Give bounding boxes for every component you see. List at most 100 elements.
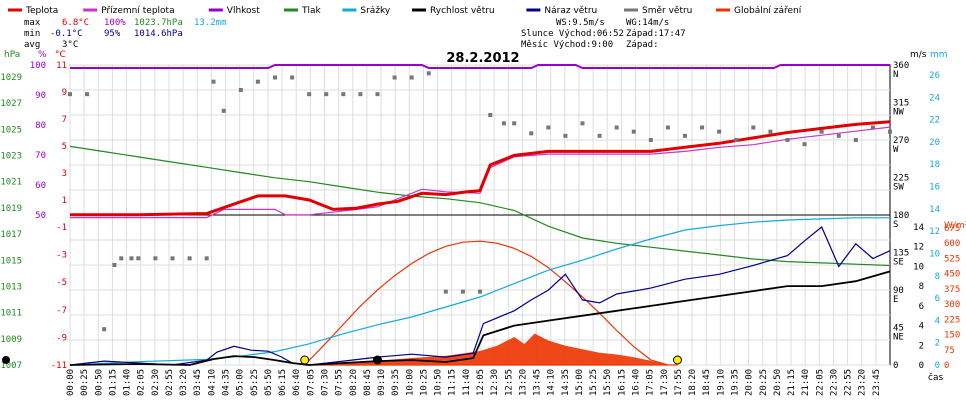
wind-direction-point: [836, 133, 841, 138]
stats-min-press: 1014.6hPa: [134, 29, 183, 39]
wind-direction-point: [85, 92, 90, 97]
legend-label: Srážky: [360, 6, 391, 16]
tick-dir-deg: 0: [893, 361, 898, 371]
tick-temp: -11: [51, 361, 67, 371]
tick-time: 22:30: [829, 369, 839, 396]
tick-pct: 50: [35, 211, 46, 221]
tick-time: 00:25: [80, 369, 90, 396]
tick-time: 02:05: [137, 369, 147, 396]
tick-time: 22:05: [815, 369, 825, 396]
wind-direction-point: [290, 75, 295, 80]
axis-title-ms: m/s: [910, 50, 927, 60]
tick-mm: 4: [935, 316, 940, 326]
legend-label: Tlak: [301, 6, 322, 16]
stats-avg-temp: 3°C: [62, 40, 78, 50]
wind-direction-point: [546, 125, 551, 130]
tick-time: 21:15: [787, 369, 797, 396]
tick-time: 04:35: [222, 369, 232, 396]
tick-wm2: 375: [944, 285, 960, 295]
tick-time: 19:10: [716, 369, 726, 396]
tick-time: 12:05: [476, 369, 486, 396]
tick-temp: -1: [56, 223, 67, 233]
tick-pct: 90: [35, 91, 46, 101]
wind-direction-point: [700, 125, 705, 130]
tick-dir-deg: 270: [893, 136, 909, 146]
stats-sun-set: Západ:17:47: [626, 29, 686, 39]
stats-wg: WG:14m/s: [626, 18, 669, 28]
tick-time: 02:55: [165, 369, 175, 396]
stats-min-temp: -0.1°C: [50, 29, 83, 39]
tick-pct: 80: [35, 121, 46, 131]
tick-ms: 12: [913, 243, 924, 253]
stats-max-press: 1023.7hPa: [134, 18, 183, 28]
tick-temp: 7: [62, 115, 67, 125]
series-pressure: [69, 145, 891, 267]
tick-time: 01:40: [123, 369, 133, 396]
tick-temp: -9: [56, 333, 67, 343]
tick-mm: 16: [929, 183, 940, 193]
tick-time: 22:55: [844, 369, 854, 396]
tick-time: 09:10: [377, 369, 387, 396]
tick-time: 18:20: [688, 369, 698, 396]
tick-ms: 14: [913, 223, 924, 233]
legend-label: Rychlost větru: [430, 6, 495, 16]
wind-direction-point: [358, 92, 363, 97]
legend-label: Přízemní teplota: [101, 6, 174, 16]
wind-direction-point: [136, 256, 141, 261]
wind-direction-point: [375, 92, 380, 97]
sunset-marker: [672, 355, 682, 365]
stats-ws: WS:9.5m/s: [556, 18, 605, 28]
wind-direction-point: [819, 129, 824, 134]
wind-direction-point: [170, 256, 175, 261]
tick-hpa: 1013: [0, 282, 22, 292]
tick-time: 17:05: [646, 369, 656, 396]
radiation-area: [316, 333, 668, 365]
wind-direction-point: [238, 88, 243, 92]
axis-title-wm2: W/m²: [944, 221, 966, 231]
stats-avg-label: avg: [24, 40, 40, 50]
wind-direction-point: [597, 133, 602, 138]
tick-time: 01:15: [108, 369, 118, 396]
tick-hpa: 1009: [0, 335, 22, 345]
tick-time: 05:50: [264, 369, 274, 396]
tick-time: 20:50: [773, 369, 783, 396]
series-wind_gust: [69, 226, 891, 366]
tick-time: 08:45: [363, 369, 373, 396]
stats-max-hum: 100%: [104, 18, 126, 28]
tick-time: 11:15: [448, 369, 458, 396]
wind-direction-point: [204, 256, 209, 261]
tick-wm2: 0: [944, 361, 949, 371]
tick-time: 06:15: [278, 369, 288, 396]
tick-time: 21:40: [801, 369, 811, 396]
tick-dir-name: SW: [893, 183, 904, 193]
tick-temp: 5: [62, 142, 67, 152]
stats-min-label: min: [24, 29, 40, 39]
tick-ms: 6: [919, 302, 924, 312]
wind-direction-point: [341, 92, 346, 97]
wind-direction-point: [751, 125, 756, 130]
tick-dir-deg: 225: [893, 174, 909, 184]
wind-direction-point: [717, 129, 722, 134]
tick-mm: 26: [929, 71, 940, 81]
tick-pct: 100: [30, 61, 46, 71]
tick-time: 13:20: [518, 369, 528, 396]
tick-time: 17:30: [660, 369, 670, 396]
wind-direction-point: [802, 142, 807, 147]
tick-time: 20:25: [759, 369, 769, 396]
wind-direction-point: [488, 113, 493, 117]
tick-time: 17:55: [674, 369, 684, 396]
wind-direction-point: [443, 289, 448, 294]
tick-wm2: 75: [944, 346, 955, 356]
tick-time: 14:10: [547, 369, 557, 396]
legend-label: Náraz větru: [544, 6, 597, 16]
wind-direction-point: [221, 108, 226, 113]
tick-mm: 2: [935, 339, 940, 349]
tick-time: 00:00: [66, 369, 76, 396]
tick-time: 10:00: [405, 369, 415, 396]
wind-direction-point: [665, 125, 670, 130]
stats-min-hum: 95%: [104, 29, 121, 39]
tick-time: 06:40: [292, 369, 302, 396]
wind-direction-point: [648, 138, 653, 142]
tick-time: 04:10: [207, 369, 217, 396]
tick-time: 07:30: [320, 369, 330, 396]
